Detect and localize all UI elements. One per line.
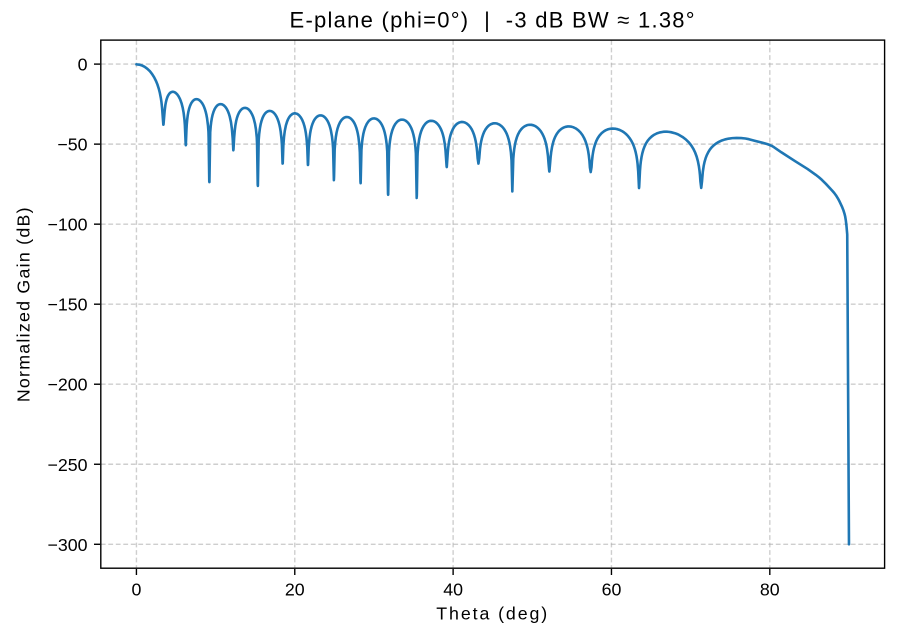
svg-text:−150: −150 [47,295,87,315]
svg-text:40: 40 [443,580,463,600]
svg-text:Theta (deg): Theta (deg) [436,603,549,623]
svg-text:−250: −250 [47,455,87,475]
svg-text:E-plane (phi=0°) | -3 dB BW: E-plane (phi=0°) | -3 dB BW ≈ 1.38° [290,8,696,33]
svg-text:80: 80 [760,580,780,600]
svg-text:−300: −300 [47,535,87,555]
svg-text:60: 60 [602,580,622,600]
svg-text:20: 20 [285,580,305,600]
svg-text:Normalized Gain (dB): Normalized Gain (dB) [14,206,34,402]
svg-text:0: 0 [131,580,141,600]
svg-text:−100: −100 [47,215,87,235]
svg-text:−200: −200 [47,375,87,395]
svg-text:0: 0 [78,55,88,75]
svg-text:−50: −50 [57,135,87,155]
